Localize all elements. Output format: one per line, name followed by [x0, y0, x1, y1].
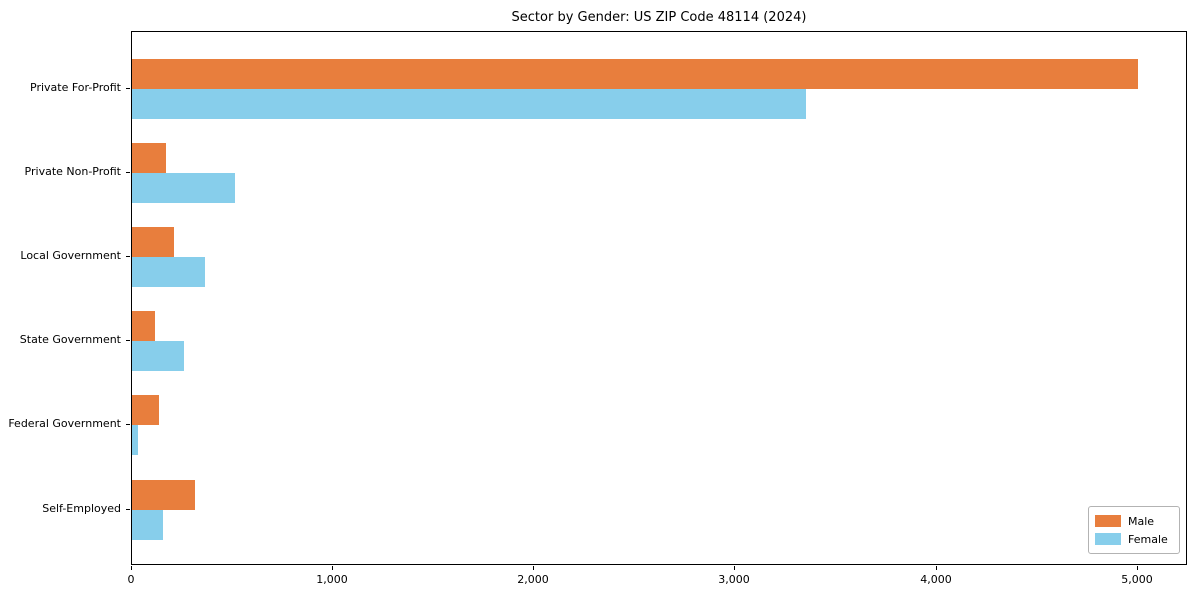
y-tick-mark [126, 340, 130, 341]
plot-area [131, 31, 1187, 565]
legend-item-male: Male [1095, 512, 1172, 530]
bar-female-1 [132, 173, 235, 203]
y-tick-label: State Government [19, 333, 121, 346]
legend: Male Female [1088, 506, 1180, 554]
bar-female-2 [132, 257, 205, 287]
x-tick-label: 2,000 [517, 573, 549, 586]
bar-female-5 [132, 510, 163, 540]
x-tick-mark [734, 566, 735, 570]
y-tick-mark [126, 509, 130, 510]
x-tick-mark [1137, 566, 1138, 570]
bar-male-1 [132, 143, 166, 173]
x-tick-mark [131, 566, 132, 570]
legend-label-female: Female [1128, 532, 1168, 546]
bar-female-4 [132, 425, 138, 455]
x-tick-label: 0 [127, 573, 135, 586]
bar-female-0 [132, 89, 806, 119]
bar-male-2 [132, 227, 174, 257]
x-tick-mark [533, 566, 534, 570]
y-tick-label: Private For-Profit [30, 81, 121, 94]
y-tick-label: Private Non-Profit [24, 165, 121, 178]
y-tick-label: Local Government [20, 249, 121, 262]
x-tick-mark [936, 566, 937, 570]
x-tick-label: 3,000 [718, 573, 750, 586]
bar-male-5 [132, 480, 195, 510]
y-tick-mark [126, 172, 130, 173]
y-tick-label: Federal Government [8, 417, 121, 430]
bar-male-0 [132, 59, 1138, 89]
legend-label-male: Male [1128, 514, 1155, 528]
legend-swatch-female [1095, 533, 1121, 545]
bar-female-3 [132, 341, 184, 371]
y-tick-mark [126, 88, 130, 89]
x-tick-label: 5,000 [1121, 573, 1153, 586]
x-tick-label: 4,000 [920, 573, 952, 586]
y-tick-mark [126, 256, 130, 257]
y-tick-label: Self-Employed [42, 502, 121, 515]
legend-swatch-male [1095, 515, 1121, 527]
x-tick-label: 1,000 [316, 573, 348, 586]
bar-male-4 [132, 395, 159, 425]
legend-item-female: Female [1095, 530, 1172, 548]
y-tick-mark [126, 424, 130, 425]
x-tick-mark [332, 566, 333, 570]
chart-title: Sector by Gender: US ZIP Code 48114 (202… [511, 10, 807, 25]
bar-male-3 [132, 311, 155, 341]
